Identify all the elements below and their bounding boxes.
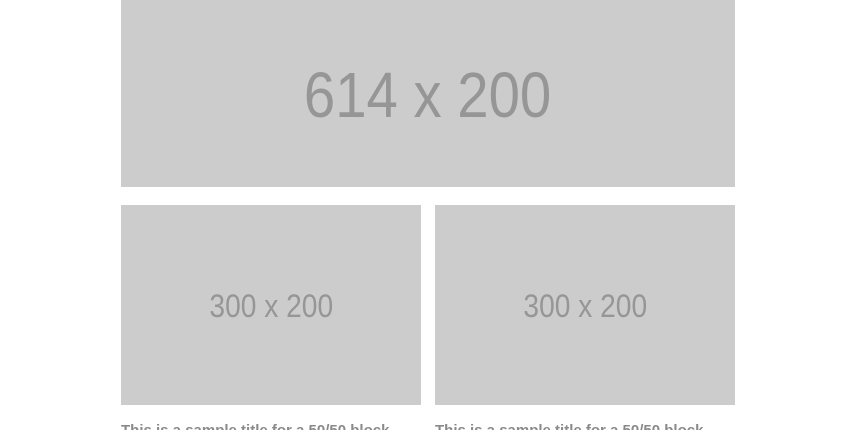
left-column-title: This is a sample title for a 50/50 block — [121, 422, 421, 430]
right-column-image-placeholder: 300 x 200 — [435, 205, 735, 405]
right-column-image-label: 300 x 200 — [523, 287, 647, 324]
hero-image-placeholder: 614 x 200 — [121, 0, 735, 187]
right-column-title: This is a sample title for a 50/50 block — [435, 422, 735, 430]
left-column-image-placeholder: 300 x 200 — [121, 205, 421, 405]
hero-image-label: 614 x 200 — [304, 58, 552, 131]
left-column-image-label: 300 x 200 — [209, 287, 333, 324]
